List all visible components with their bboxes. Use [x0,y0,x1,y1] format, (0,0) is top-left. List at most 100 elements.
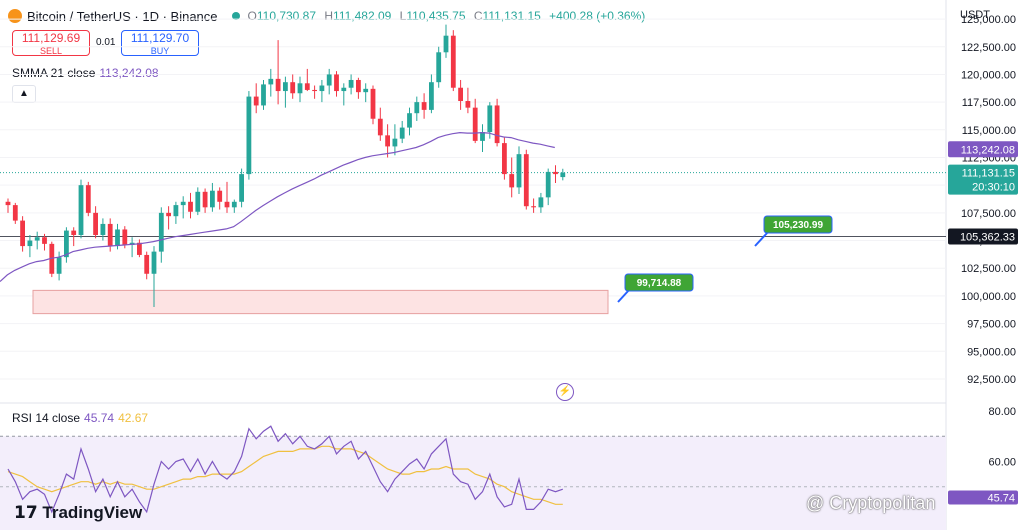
candle-body [246,96,252,175]
candle-body [180,201,186,206]
candle-body [42,237,47,244]
price-tick-label: 115,000.00 [962,125,1016,137]
candle-body [202,191,208,208]
smma-line [0,131,555,282]
current-price-tag-text: 20:30:10 [972,182,1015,194]
candle-body [319,85,325,92]
candle-body [341,87,347,92]
candle-body [122,229,128,245]
candle-body [560,172,566,178]
symbol-title[interactable]: Bitcoin / TetherUS · 1D · Binance [27,8,218,24]
price-tick-label: 97,500.00 [967,319,1016,331]
hline-price-tag-bg [948,228,1018,245]
candle-body [436,52,442,83]
candle-body [494,105,500,144]
candle-body [210,190,215,208]
candle-body [217,190,223,202]
candle-body [20,220,25,247]
callout-pointer [754,231,769,247]
candle-body [253,96,259,106]
candle-body [49,243,55,274]
candle-body [312,89,317,92]
candle-body [304,83,310,90]
price-tick-label: 95,000.00 [967,346,1016,358]
candle-body [151,251,157,274]
rsi-value-tag-bg [948,490,1018,505]
candle-body [268,78,274,85]
candle-body [290,82,296,94]
candle-body [5,201,11,206]
price-tick-label: 117,500.00 [962,97,1016,109]
rsi-value: 45.74 [84,411,115,425]
callout-label: 99,714.88 [637,278,682,289]
candle-body [472,107,478,141]
candle-body [516,154,522,188]
tradingview-icon: 𝟭𝟳 [14,503,43,522]
candle-body [377,118,383,136]
candle-body [12,205,18,221]
candle-body [239,174,244,202]
candle-body [166,212,171,217]
sell-label: SELL [39,46,63,56]
candle-body [195,191,201,212]
rsi-legend[interactable]: RSI 14 close 45.74 42.67 [12,411,148,425]
candle-body [188,201,193,212]
sell-price: 111,129.69 [21,31,81,45]
price-tick-label: 120,000.00 [961,69,1016,81]
candle-body [538,197,544,208]
rsi-ma-value: 42.67 [118,411,149,425]
candle-body [502,143,507,175]
candle-body [85,185,91,213]
candle-body [545,171,551,198]
candle-body [465,101,471,108]
price-tick-label: 122,500.00 [961,42,1016,54]
spread-value: 0.01 [96,37,116,48]
candle-body [56,257,62,274]
candle-body [370,88,376,119]
candle-body [421,102,427,110]
callout-box [763,215,833,234]
candle-body [71,230,77,236]
candle-body [93,212,98,236]
candle-body [224,201,230,208]
candle-body [429,82,434,110]
candle-body [414,102,420,114]
candle-body [334,74,339,92]
candle-body [78,185,84,236]
candle-body [107,223,113,247]
tradingview-logo: 𝟭𝟳 TradingView [14,503,143,522]
rsi-tick-label: 60.00 [988,456,1016,468]
smma-label: SMMA 21 close [12,66,96,80]
current-price-tag-bg [948,164,1018,195]
price-tick-label: 92,500.00 [967,374,1016,386]
candle-body [450,35,456,88]
sell-button[interactable]: 111,129.69 SELL [12,30,90,56]
price-tick-label: 125,000.00 [961,14,1016,26]
rsi-line [7,425,563,514]
price-tick-label: 102,500.00 [961,263,1016,275]
candle-body [443,35,449,53]
candle-body [363,88,369,93]
chevron-up-icon: ▲ [19,88,29,99]
buy-label: BUY [150,46,170,56]
rsi-band [0,436,946,530]
watermark: @ Cryptopolitan [806,493,936,513]
candle-body [407,113,412,128]
lightning-icon[interactable]: ⚡ [556,383,574,401]
current-price-tag-text: 111,131.15 [962,168,1015,180]
price-tick-label: 107,500.00 [961,208,1016,220]
smma-price-tag-bg [948,141,1018,158]
candle-body [34,237,40,241]
smma-legend[interactable]: SMMA 21 close 113,242.08 [12,66,159,80]
rsi-value-tag-text: 45.74 [987,492,1015,504]
hline-price-tag-text: 105,362.33 [960,232,1015,244]
buy-button[interactable]: 111,129.70 BUY [121,30,199,56]
currency-label[interactable]: USDT [960,9,990,21]
candle-body [480,132,485,141]
candle-body [27,240,33,247]
buy-price: 111,129.70 [130,31,190,45]
smma-price-tag-text: 113,242.08 [961,144,1015,156]
candle-body [173,205,179,217]
rsi-tick-label: 80.00 [988,406,1016,418]
